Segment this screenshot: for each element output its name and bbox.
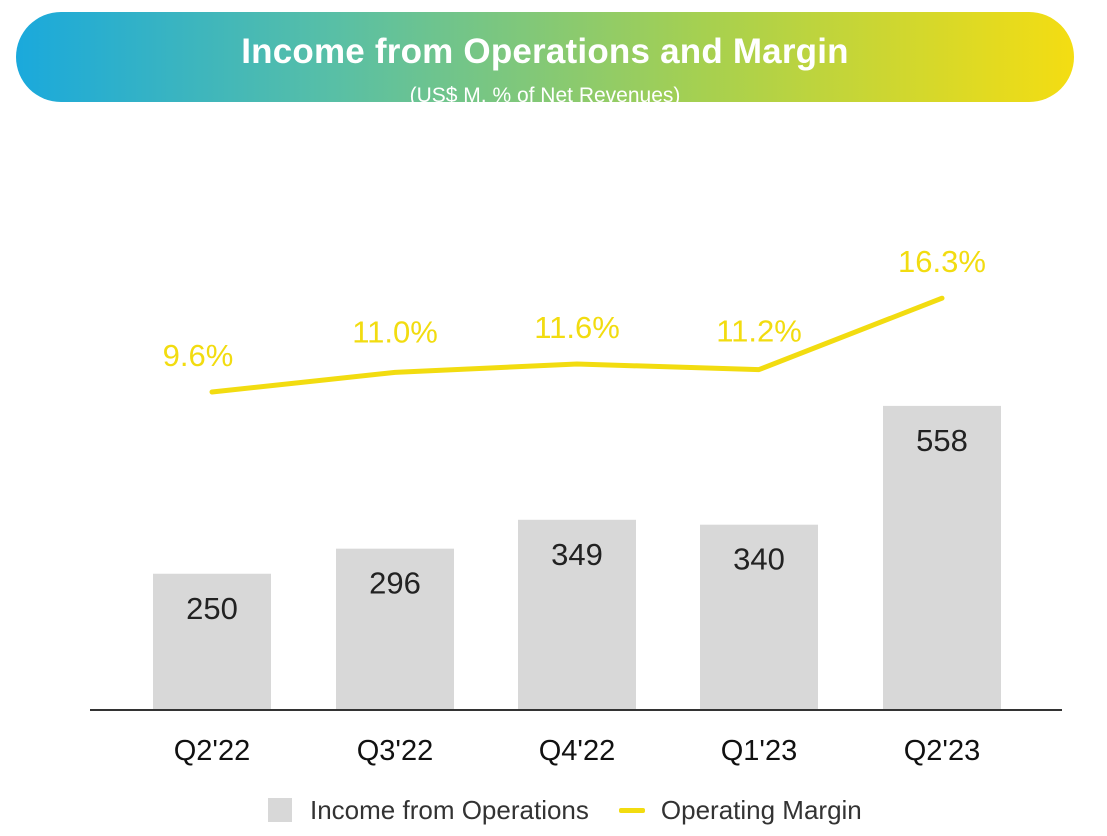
bar-income-2 — [518, 519, 636, 710]
bar-income-3 — [700, 524, 818, 710]
x-tick-label-3: Q1'23 — [721, 735, 797, 767]
bar-income-1 — [336, 548, 454, 710]
chart-legend: Income from Operations Operating Margin — [268, 792, 862, 828]
x-tick-label-4: Q2'23 — [904, 735, 980, 767]
bar-income-4 — [883, 405, 1001, 710]
legend-line-swatch — [618, 807, 645, 813]
page-subtitle: (US$ M, % of Net Revenues) — [409, 84, 681, 107]
margin-value-label-1: 11.0% — [352, 314, 438, 349]
bar-income-0 — [153, 573, 271, 710]
legend-item-margin: Operating Margin — [660, 794, 862, 825]
bar-value-label-2: 349 — [551, 537, 603, 572]
bar-value-label-4: 558 — [916, 423, 968, 458]
x-tick-label-2: Q4'22 — [539, 735, 615, 767]
bar-value-label-0: 250 — [186, 591, 238, 626]
legend-item-income: Income from Operations — [310, 794, 589, 825]
margin-value-label-4: 16.3% — [898, 244, 986, 279]
operating-margin-line — [209, 295, 945, 395]
margin-value-label-2: 11.6% — [534, 310, 620, 345]
header-banner: Income from Operations and Margin (US$ M… — [16, 12, 1074, 107]
x-tick-label-1: Q3'22 — [357, 735, 433, 767]
margin-value-label-3: 11.2% — [716, 314, 802, 349]
page-title: Income from Operations and Margin — [241, 32, 849, 71]
legend-bar-swatch — [268, 798, 292, 822]
margin-value-label-0: 9.6% — [163, 338, 234, 373]
bar-value-label-1: 296 — [369, 566, 421, 601]
x-tick-label-0: Q2'22 — [174, 735, 250, 767]
bar-value-label-3: 340 — [733, 542, 785, 577]
